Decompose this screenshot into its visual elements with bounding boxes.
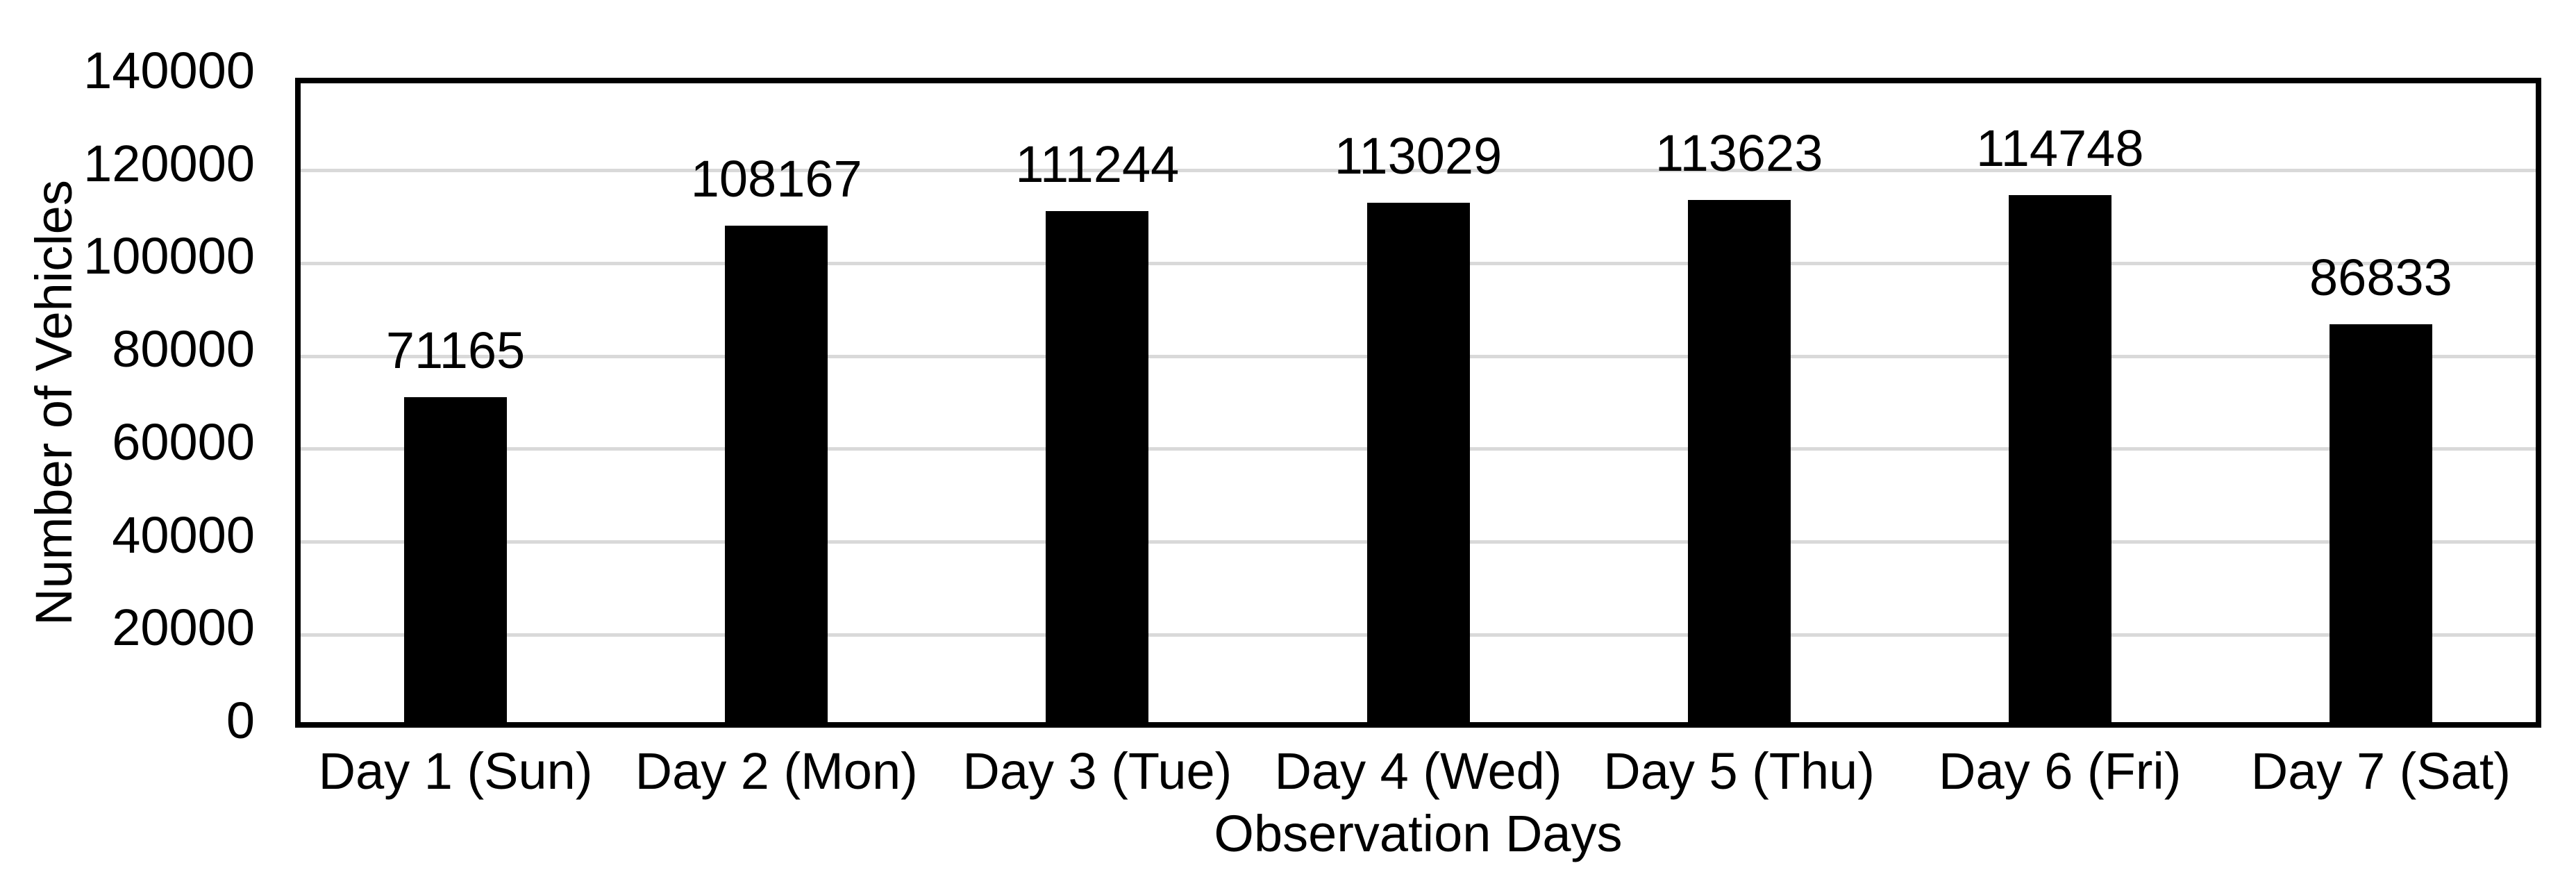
y-tick-20000: 20000 xyxy=(112,599,255,657)
bar-day-4 xyxy=(1366,203,1470,728)
y-tick-100000: 100000 xyxy=(83,227,255,285)
bar-day-7 xyxy=(2329,324,2432,728)
x-tick-day-4: Day 4 (Wed) xyxy=(1274,742,1562,800)
x-axis-title: Observation Days xyxy=(1214,805,1623,862)
bar-day-6 xyxy=(2008,194,2111,728)
y-tick-140000: 140000 xyxy=(83,42,255,99)
bar-day-5 xyxy=(1687,200,1791,728)
bar-value-day-5: 113623 xyxy=(1655,124,1823,183)
x-tick-day-1: Day 1 (Sun) xyxy=(318,742,593,800)
bar-value-day-2: 108167 xyxy=(690,149,862,208)
y-tick-40000: 40000 xyxy=(112,505,255,564)
x-tick-day-5: Day 5 (Thu) xyxy=(1603,742,1875,800)
bar-day-1 xyxy=(404,397,508,728)
x-tick-day-2: Day 2 (Mon) xyxy=(635,742,918,800)
y-tick-80000: 80000 xyxy=(112,320,255,378)
y-tick-0: 0 xyxy=(226,692,255,749)
bar-value-day-3: 111244 xyxy=(1015,135,1180,194)
bar-day-2 xyxy=(725,225,828,728)
y-tick-60000: 60000 xyxy=(112,412,255,471)
x-tick-day-6: Day 6 (Fri) xyxy=(1939,742,2182,800)
bar-value-day-4: 113029 xyxy=(1334,127,1503,185)
bar-value-day-1: 71165 xyxy=(385,321,526,380)
x-tick-day-3: Day 3 (Tue) xyxy=(962,742,1232,800)
bar-day-3 xyxy=(1046,211,1149,728)
x-tick-day-7: Day 7 (Sat) xyxy=(2250,742,2511,800)
gridline-120000 xyxy=(295,169,2541,173)
bar-value-day-7: 86833 xyxy=(2309,249,2452,307)
y-tick-120000: 120000 xyxy=(83,134,255,192)
bar-value-day-6: 114748 xyxy=(1976,119,2144,177)
